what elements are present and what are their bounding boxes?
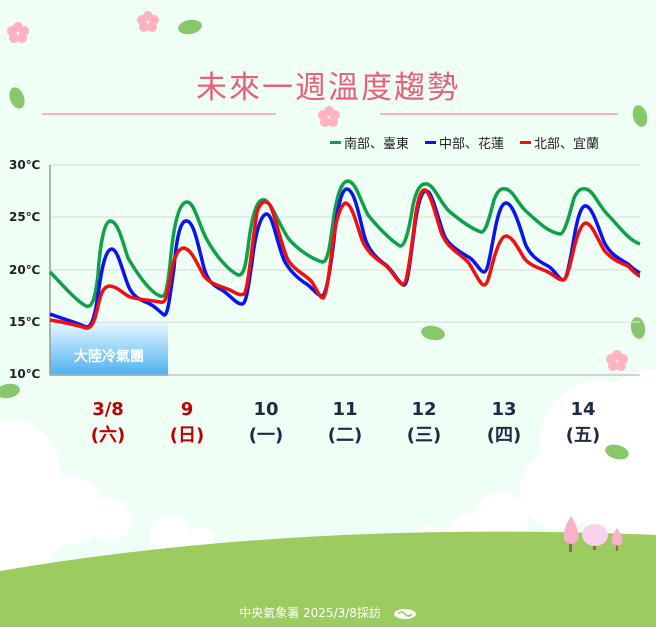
legend-label: 南部、臺東: [344, 137, 410, 152]
day-date: 13: [491, 399, 517, 420]
legend-label: 中部、花蓮: [439, 137, 505, 152]
day-weekday: (六): [90, 425, 126, 446]
cold-air-region: [50, 322, 168, 376]
grass-hill: [0, 531, 656, 627]
y-tick-30: 30℃: [9, 158, 41, 172]
day-label-5: 13 (四): [474, 397, 534, 449]
day-weekday: (一): [248, 425, 284, 446]
chart-legend: 南部、臺東 中部、花蓮 北部、宜蘭: [330, 133, 599, 152]
legend-item-south: 南部、臺東: [330, 133, 409, 152]
day-date: 11: [332, 399, 358, 420]
series-north-yilan: [49, 188, 641, 330]
legend-swatch-blue: [425, 141, 437, 144]
day-date: 12: [411, 399, 437, 420]
day-date: 14: [570, 399, 596, 420]
y-tick-10: 10℃: [9, 367, 41, 381]
footer-credit: 中央氣象署 2025/3/8採訪: [0, 604, 656, 621]
day-date: 3/8: [92, 399, 124, 420]
legend-item-central: 中部、花蓮: [425, 133, 504, 152]
day-date: 9: [180, 399, 194, 420]
legend-swatch-red: [520, 141, 532, 144]
cold-air-label: 大陸冷氣團: [74, 349, 144, 365]
leaf-decorations: [0, 19, 648, 460]
day-weekday: (三): [406, 425, 442, 446]
series-south-taitung: [48, 179, 641, 309]
day-label-0: 3/8 (六): [78, 397, 138, 449]
footer-text: 中央氣象署 2025/3/8採訪: [239, 606, 381, 620]
y-tick-25: 25℃: [9, 210, 41, 224]
cwa-logo-icon: [393, 608, 416, 619]
legend-swatch-green: [330, 141, 341, 144]
series-central-hualien: [49, 187, 641, 329]
blossom-decorations: [7, 11, 628, 371]
legend-item-north: 北部、宜蘭: [520, 133, 599, 152]
y-tick-15: 15℃: [9, 315, 41, 329]
day-weekday: (五): [565, 425, 601, 446]
legend-label: 北部、宜蘭: [534, 137, 600, 152]
day-weekday: (四): [486, 425, 522, 446]
day-date: 10: [253, 399, 279, 420]
day-label-2: 10 (一): [236, 397, 296, 449]
day-weekday: (二): [327, 425, 363, 446]
day-label-3: 11 (二): [315, 397, 375, 449]
day-label-1: 9 (日): [157, 397, 217, 449]
page-title: 未來一週溫度趨勢: [196, 70, 460, 106]
day-label-4: 12 (三): [394, 397, 454, 449]
cherry-trees: [563, 516, 623, 552]
day-weekday: (日): [169, 425, 205, 446]
y-tick-20: 20℃: [9, 263, 41, 277]
day-label-6: 14 (五): [553, 397, 613, 449]
